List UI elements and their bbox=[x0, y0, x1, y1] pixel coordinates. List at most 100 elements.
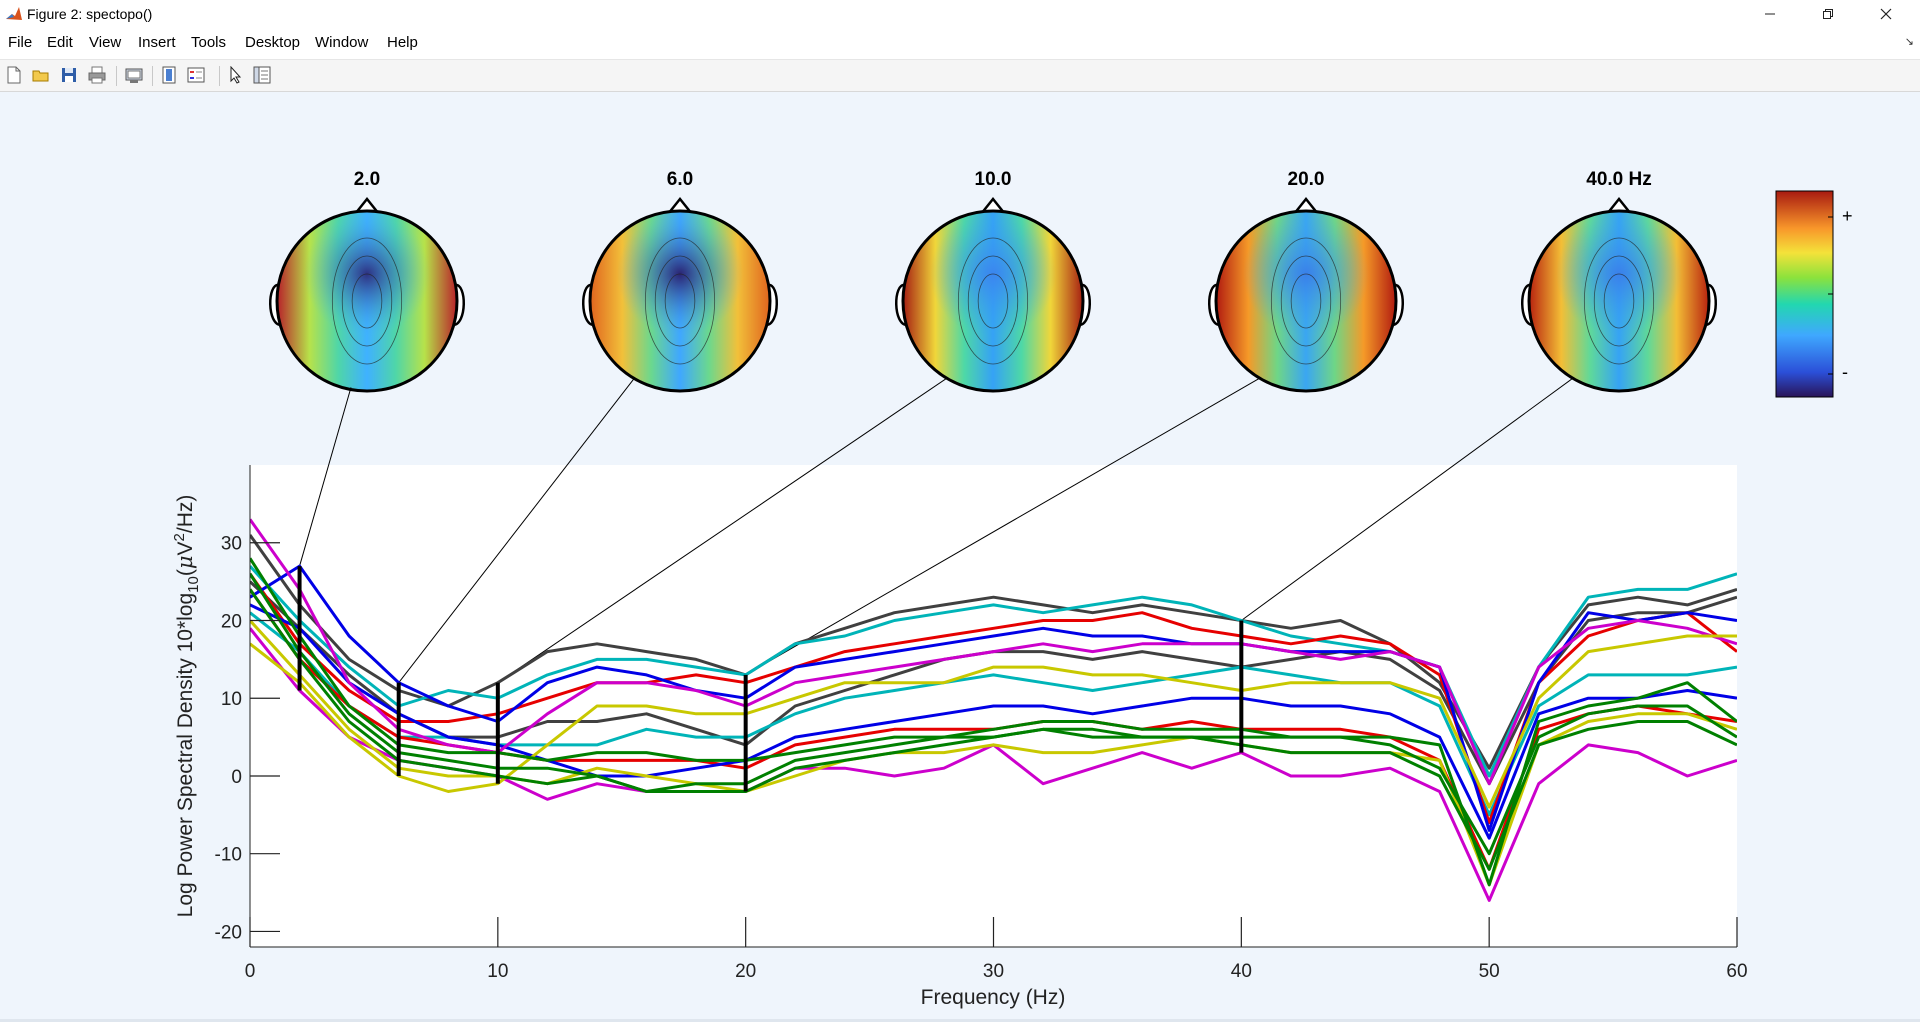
y-tick-label: -10 bbox=[215, 845, 242, 866]
insert-colorbar-icon bbox=[162, 66, 176, 84]
menu-edit[interactable]: Edit bbox=[47, 34, 73, 51]
menu-window[interactable]: Window bbox=[315, 34, 369, 51]
x-tick-label: 0 bbox=[245, 961, 256, 982]
window-title-bar: Figure 2: spectopo() bbox=[0, 0, 1920, 28]
topomap-contour bbox=[1270, 237, 1342, 365]
y-axis-label-subscript: 10 bbox=[185, 576, 202, 593]
colorbar-minus-label: - bbox=[1842, 362, 1848, 382]
edit-plot-arrow-icon bbox=[230, 66, 242, 84]
restore-icon bbox=[1823, 9, 1833, 19]
topomap-row: 2.0 6.0 10.0 20.0 40.0 Hz bbox=[269, 169, 1717, 393]
menu-help[interactable]: Help bbox=[387, 34, 418, 51]
open-file-button[interactable] bbox=[30, 64, 52, 86]
insert-colorbar-button[interactable] bbox=[158, 64, 180, 86]
head-outline bbox=[275, 209, 459, 393]
property-inspector-icon bbox=[253, 66, 271, 84]
colorbar-gradient bbox=[1775, 190, 1834, 398]
insert-legend-icon bbox=[187, 67, 205, 83]
x-tick-label: 60 bbox=[1726, 961, 1747, 982]
topomap-minimum-blob bbox=[277, 211, 457, 391]
topomap-title: 6.0 bbox=[667, 169, 693, 190]
topomap-contour bbox=[1583, 237, 1655, 365]
print-icon bbox=[88, 66, 106, 84]
topomap-5: 40.0 Hz bbox=[1521, 169, 1717, 393]
link-plot-button[interactable] bbox=[123, 64, 145, 86]
topomap-minimum-blob bbox=[903, 211, 1083, 391]
colorbar-plus-label: + bbox=[1842, 206, 1853, 226]
topomap-contour bbox=[644, 237, 716, 365]
y-tick-label: 0 bbox=[231, 767, 242, 788]
topomap-connector-line bbox=[1241, 376, 1575, 621]
y-tick-label: 20 bbox=[221, 611, 242, 632]
topomap-contour bbox=[654, 255, 706, 347]
topomap-4: 20.0 bbox=[1208, 169, 1404, 393]
menu-tools[interactable]: Tools bbox=[191, 34, 227, 51]
menu-view[interactable]: View bbox=[89, 34, 122, 51]
x-tick-label: 30 bbox=[983, 961, 1004, 982]
toolbar-separator bbox=[219, 66, 220, 86]
topomap-contour bbox=[351, 273, 383, 329]
insert-legend-button[interactable] bbox=[185, 64, 207, 86]
topomap-title: 10.0 bbox=[975, 169, 1012, 190]
toolbar-separator bbox=[116, 66, 117, 86]
menu-file[interactable]: File bbox=[8, 34, 33, 51]
topomap-contour bbox=[977, 273, 1009, 329]
figure-toolbar bbox=[0, 60, 1920, 92]
y-axis-label-unit-close: /Hz) bbox=[174, 495, 197, 534]
topomap-minimum-blob bbox=[1529, 211, 1709, 391]
restore-button[interactable] bbox=[1799, 0, 1857, 28]
topomap-title: 2.0 bbox=[354, 169, 380, 190]
topomap-contour bbox=[1290, 273, 1322, 329]
topomap-2: 6.0 bbox=[582, 169, 778, 393]
topomap-title: 40.0 Hz bbox=[1586, 169, 1651, 190]
property-inspector-button[interactable] bbox=[251, 64, 273, 86]
topomap-connector-line bbox=[497, 376, 949, 684]
minimize-button[interactable] bbox=[1741, 0, 1799, 28]
x-axis-ticks: 0 10 20 30 40 50 60 bbox=[245, 917, 1748, 982]
y-axis-label: Log Power Spectral Density 10*log10(μV2/… bbox=[171, 495, 202, 918]
toolbar-separator bbox=[152, 66, 153, 86]
new-figure-button[interactable] bbox=[3, 64, 25, 86]
status-strip bbox=[0, 1019, 1920, 1022]
save-button[interactable] bbox=[58, 64, 80, 86]
y-axis-label-superscript: 2 bbox=[171, 533, 188, 541]
link-plot-icon bbox=[125, 68, 143, 83]
topomap-contour bbox=[967, 255, 1019, 347]
x-tick-label: 10 bbox=[487, 961, 508, 982]
open-file-icon bbox=[32, 70, 49, 82]
y-axis-label-main: Log Power Spectral Density 10*log bbox=[174, 593, 197, 918]
head-outline bbox=[1527, 209, 1711, 393]
y-axis-label-unit-open: ( bbox=[174, 569, 197, 576]
y-axis-label-unit-v: V bbox=[174, 541, 197, 555]
head-outline bbox=[588, 209, 772, 393]
y-tick-label: -20 bbox=[215, 922, 242, 943]
print-button[interactable] bbox=[86, 64, 108, 86]
menu-insert[interactable]: Insert bbox=[138, 34, 176, 51]
topomap-contour bbox=[331, 237, 403, 365]
minimize-icon bbox=[1765, 13, 1775, 15]
topomap-connectors bbox=[299, 376, 1575, 684]
topomap-contour bbox=[1603, 273, 1635, 329]
y-tick-label: 10 bbox=[221, 689, 242, 710]
x-tick-label: 20 bbox=[735, 961, 756, 982]
topomap-contour bbox=[1280, 255, 1332, 347]
y-tick-label: 30 bbox=[221, 534, 242, 555]
topomap-contour bbox=[664, 273, 696, 329]
close-button[interactable] bbox=[1857, 0, 1915, 28]
x-tick-label: 50 bbox=[1479, 961, 1500, 982]
frequency-markers bbox=[297, 566, 1244, 792]
topomap-contour bbox=[1593, 255, 1645, 347]
topomap-3: 10.0 bbox=[895, 169, 1091, 393]
dock-arrow-icon[interactable]: ↘ bbox=[1904, 36, 1914, 48]
window-title: Figure 2: spectopo() bbox=[27, 6, 153, 22]
y-axis-label-mu: μ bbox=[173, 556, 197, 570]
topomap-contour bbox=[957, 237, 1029, 365]
head-outline bbox=[1214, 209, 1398, 393]
topomap-connector-line bbox=[398, 377, 636, 683]
colorbar: + - bbox=[1775, 190, 1853, 398]
head-outline bbox=[901, 209, 1085, 393]
menu-desktop[interactable]: Desktop bbox=[245, 34, 301, 51]
x-tick-label: 40 bbox=[1231, 961, 1252, 982]
matlab-logo-icon bbox=[5, 5, 23, 23]
edit-plot-button[interactable] bbox=[225, 64, 247, 86]
